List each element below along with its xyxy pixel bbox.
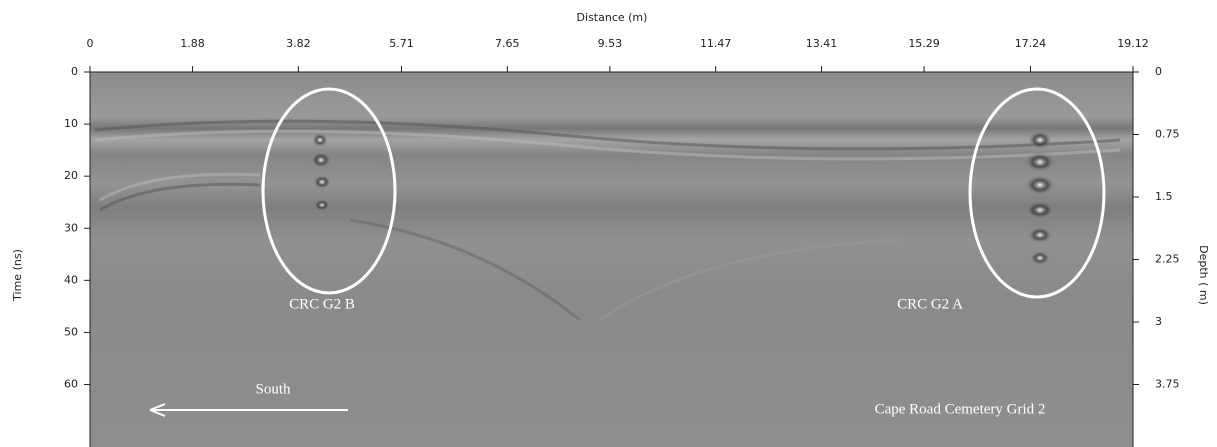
radar-image [90,72,1133,447]
x-tick-label: 5.71 [389,37,414,50]
target-b [311,133,331,211]
y2-tick-label: 2.25 [1155,253,1180,266]
annotation: South [255,381,291,397]
x-axis-label: Distance (m) [577,11,648,24]
reflections [94,119,1121,322]
x-tick-label: 15.29 [908,37,940,50]
x-tick-label: 19.12 [1117,37,1149,50]
y2-tick-label: 0.75 [1155,128,1180,141]
y-tick-label: 60 [64,378,78,391]
x-tick-label: 9.53 [598,37,623,50]
y2-tick-label: 1.5 [1155,190,1173,203]
target-a [1025,131,1055,265]
x-tick-label: 13.41 [806,37,838,50]
y2-axis-label: Depth ( m) [1197,245,1210,305]
x-tick-label: 0 [87,37,94,50]
y-tick-label: 50 [64,325,78,338]
arrow-head [149,403,166,417]
y-axis-label: Time (ns) [11,249,24,302]
y2-tick-label: 0 [1155,65,1162,78]
y-tick-label: 10 [64,117,78,130]
highlight-ellipse [261,87,397,295]
x-tick-label: 7.65 [495,37,520,50]
x-tick-label: 17.24 [1015,37,1047,50]
highlight-ellipse [968,87,1106,299]
y-tick-label: 20 [64,169,78,182]
x-tick-label: 1.88 [180,37,205,50]
y-tick-label: 0 [71,65,78,78]
y-tick-label: 30 [64,221,78,234]
annotation: CRC G2 B [289,296,355,312]
annotation: CRC G2 A [897,296,963,312]
y2-tick-label: 3.75 [1155,378,1180,391]
annotation: Cape Road Cemetery Grid 2 [875,401,1046,417]
x-tick-label: 11.47 [700,37,732,50]
x-tick-label: 3.82 [286,37,311,50]
y-tick-label: 40 [64,273,78,286]
y2-tick-label: 3 [1155,315,1162,328]
